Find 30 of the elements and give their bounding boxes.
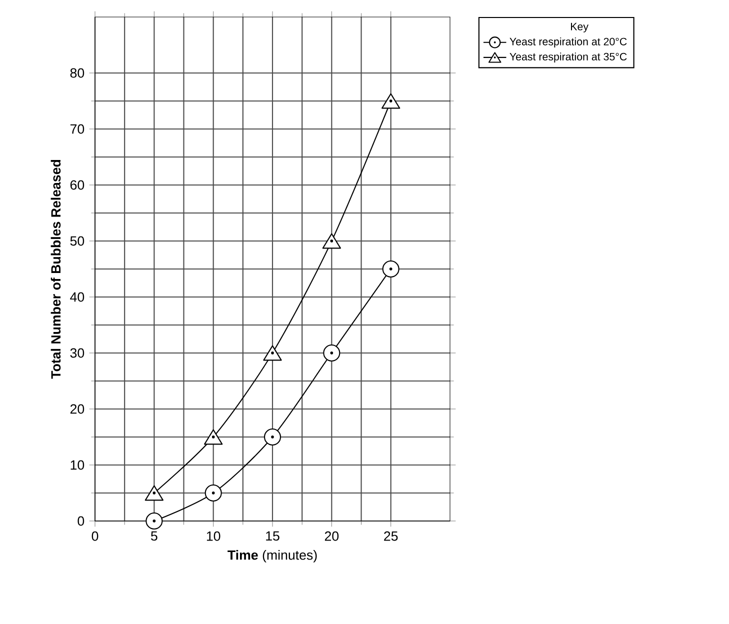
point [263, 345, 282, 361]
point [144, 485, 164, 501]
point [323, 344, 340, 362]
x-tick-label: 25 [384, 531, 398, 541]
point [382, 260, 400, 278]
point [382, 93, 400, 109]
y-axis-title: Total Number of Bubbles Released [50, 160, 61, 379]
y-tick-label: 60 [70, 180, 84, 190]
y-tick-label: 0 [78, 516, 84, 526]
y-tick-label: 80 [70, 68, 84, 78]
point [204, 429, 223, 445]
x-tick-label: 15 [266, 531, 280, 541]
point [322, 233, 342, 249]
legend-label: Yeast respiration at 35°C [510, 52, 627, 63]
x-tick-label: 5 [151, 531, 158, 541]
point [264, 428, 282, 446]
x-axis-title: Time (minutes) [228, 550, 317, 562]
legend-title: Key [571, 22, 588, 32]
point [146, 512, 163, 530]
point [204, 484, 222, 502]
x-tick-label: 20 [324, 531, 339, 541]
y-tick-label: 20 [70, 404, 84, 414]
y-tick-label: 30 [70, 348, 84, 358]
x-tick-label: 10 [206, 531, 220, 541]
y-tick-label: 10 [70, 460, 84, 470]
y-tick-label: 70 [70, 124, 84, 134]
y-tick-label: 40 [70, 292, 84, 302]
legend-label: Yeast respiration at 20°C [510, 38, 627, 48]
y-tick-label: 50 [70, 236, 84, 246]
x-tick-label: 0 [92, 531, 98, 541]
